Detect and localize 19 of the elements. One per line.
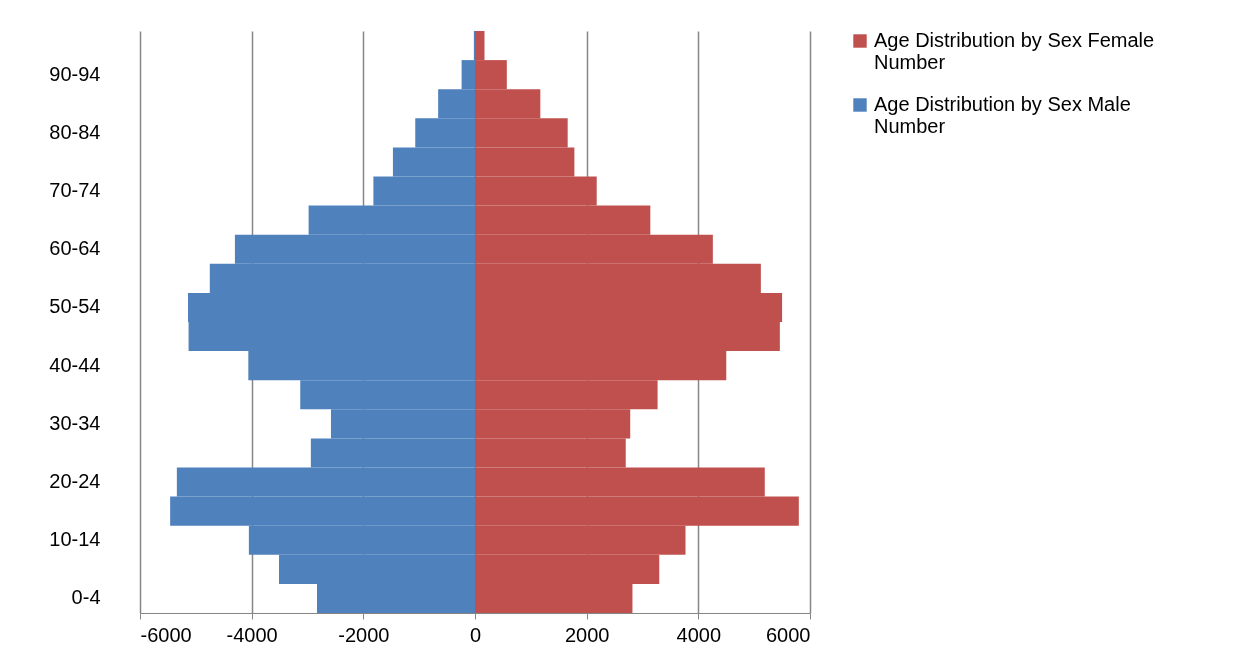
y-tick-label: 0-4 (71, 586, 101, 609)
x-tick-label: 0 (469, 623, 482, 646)
y-tick-label: 30-34 (49, 411, 101, 434)
x-tick-label: -6000 (140, 623, 192, 646)
legend-label: Age Distribution by Sex Male Number (874, 93, 1131, 137)
y-tick-label: 70-74 (49, 179, 101, 202)
y-tick-label: 60-64 (49, 237, 101, 260)
y-tick-label: 40-44 (49, 353, 101, 376)
x-tick-label: -4000 (226, 623, 278, 646)
x-tick-label: 2000 (564, 623, 610, 646)
y-tick-label: 90-94 (49, 62, 101, 85)
x-tick-label: 4000 (676, 623, 722, 646)
legend-label: Age Distribution by Sex Female Number (874, 29, 1155, 73)
x-tick-label: 6000 (766, 623, 811, 646)
y-tick-label: 50-54 (49, 295, 101, 318)
y-tick-label: 80-84 (49, 120, 101, 143)
y-tick-label: 10-14 (49, 528, 101, 551)
y-tick-label: 20-24 (49, 470, 101, 493)
x-tick-label: -2000 (338, 623, 390, 646)
